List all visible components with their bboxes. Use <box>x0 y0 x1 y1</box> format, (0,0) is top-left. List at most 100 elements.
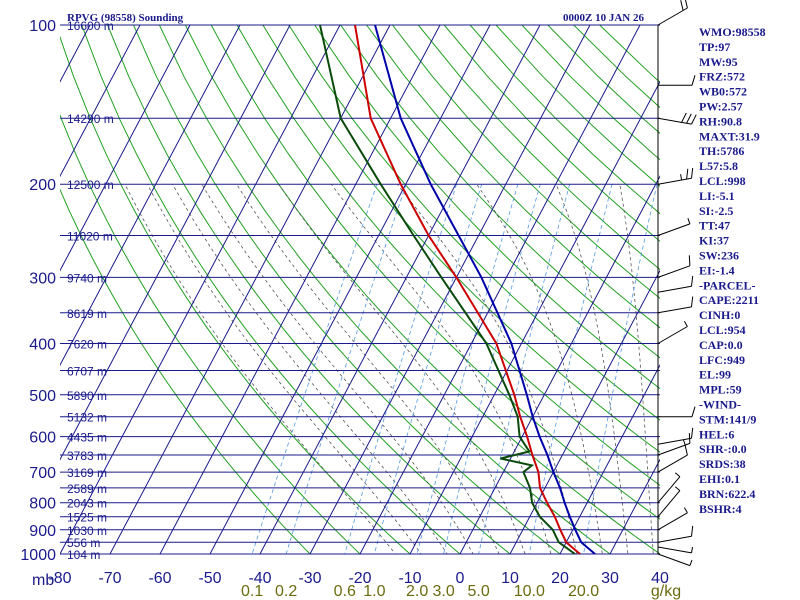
height-label: 5890 m <box>67 389 107 403</box>
index-label: TT:47 <box>699 219 730 233</box>
index-label: MW:95 <box>699 55 738 69</box>
wind-barb-feather <box>686 168 689 180</box>
isotherm-line <box>559 364 660 554</box>
moist-adiabat <box>172 184 448 554</box>
height-label: 14290 m <box>67 112 114 126</box>
wind-barb <box>657 321 688 344</box>
mixing-ratio-line <box>478 184 571 554</box>
wind-barb <box>657 472 681 504</box>
isotherm-group <box>60 25 660 554</box>
isotherm-line <box>60 25 241 367</box>
wind-barb-half-feather <box>682 439 686 446</box>
isotherm-line <box>609 458 660 554</box>
wind-barb-feather <box>691 406 696 417</box>
wind-barb-feather <box>691 167 694 179</box>
mixing-ratio-tick-label: 0.6 <box>334 583 356 600</box>
height-label: 5132 m <box>67 411 107 425</box>
mixing-ratio-line <box>344 184 457 554</box>
wind-barb-staff <box>657 223 691 236</box>
moist-adiabat <box>147 184 422 554</box>
wind-barb <box>657 275 694 293</box>
mixing-ratio-unit: g/kg <box>651 583 681 600</box>
dewpoint-profile-line <box>319 25 576 554</box>
moist-adiabat <box>396 183 578 554</box>
wind-barb-half-feather <box>683 507 688 514</box>
wind-barb-feather <box>691 114 697 125</box>
wind-barb-staff <box>657 265 691 278</box>
isotherm-line <box>109 25 391 554</box>
height-label: 6707 m <box>67 365 107 379</box>
wind-barb-staff <box>657 546 692 554</box>
index-label: WMO:98558 <box>699 25 766 39</box>
index-label: SI:-2.5 <box>699 204 733 218</box>
isotherm-line <box>509 269 660 554</box>
height-label: 9740 m <box>67 271 107 285</box>
pressure-tick-label: 100 <box>29 18 56 35</box>
dry-adiabat <box>60 188 311 554</box>
height-label: 1030 m <box>67 524 107 538</box>
index-label: LI:-5.1 <box>699 189 735 203</box>
height-label: 556 m <box>67 536 100 550</box>
wind-barb-staff <box>657 306 692 314</box>
dry-adiabat <box>60 113 361 554</box>
wind-barb <box>657 507 688 531</box>
wind-barb-staff <box>657 442 691 456</box>
wind-barb-staff <box>657 512 688 531</box>
isotherm-line <box>259 25 541 554</box>
moist-adiabat <box>236 183 500 554</box>
index-label: -PARCEL- <box>699 278 755 292</box>
wind-barb-staff <box>657 437 692 445</box>
dry-adiabat <box>184 25 660 554</box>
wind-barb-staff <box>657 490 681 518</box>
index-label: FRZ:572 <box>699 70 745 84</box>
height-label: 11020 m <box>67 230 113 244</box>
mixing-ratio-tick-label: 3.0 <box>432 583 454 600</box>
isotherm-line <box>409 80 660 554</box>
dry-adiabat <box>366 25 660 329</box>
dry-adiabat <box>573 25 660 109</box>
temperature-tick-label: -80 <box>48 570 71 587</box>
index-label: EI:-1.4 <box>699 263 735 277</box>
height-label: 12500 m <box>67 178 114 192</box>
wind-barb-staff <box>657 454 688 473</box>
valid-time: 0000Z 10 JAN 26 <box>563 12 644 24</box>
height-label: 16600 m <box>67 19 114 33</box>
wind-barb-feather <box>680 0 684 11</box>
background-lines <box>60 25 660 554</box>
mixing-ratio-line <box>285 184 407 554</box>
mixing-ratio-tick-label: 0.1 <box>241 583 263 600</box>
index-label: SRDS:38 <box>699 457 746 471</box>
wind-barb <box>657 432 691 456</box>
wind-barb-feather <box>688 255 691 266</box>
index-label: MAXT:31.9 <box>699 129 760 143</box>
index-label: LCL:998 <box>699 174 746 188</box>
moist-adiabat <box>330 183 552 554</box>
temperature-tick-label: 20 <box>551 570 569 587</box>
wind-barb-feather <box>691 296 694 307</box>
stability-indices: WMO:98558TP:97MW:95FRZ:572WB0:572PW:2.57… <box>699 25 766 516</box>
parcel-path-line <box>374 25 596 554</box>
height-label: 104 m <box>67 548 100 562</box>
wind-barb <box>657 525 694 543</box>
wind-barb-staff <box>657 476 681 504</box>
isotherm-line <box>60 25 291 461</box>
index-label: BRN:622.4 <box>699 487 755 501</box>
mixing-ratio-line <box>583 184 658 554</box>
moist-adiabat <box>201 183 474 554</box>
temperature-tick-label: -40 <box>248 570 271 587</box>
mixing-ratio-tick-label: 0.2 <box>275 583 297 600</box>
index-label: EHI:0.1 <box>699 472 740 486</box>
index-label: -WIND- <box>699 398 741 412</box>
index-label: LCL:954 <box>699 323 746 337</box>
dry-adiabat <box>236 25 660 486</box>
isotherm-line <box>159 25 441 554</box>
height-label: 8619 m <box>67 307 107 321</box>
wind-barb <box>657 427 694 445</box>
height-label: 3169 m <box>67 466 107 480</box>
temperature-tick-label: 40 <box>651 570 669 587</box>
wind-barb-staff <box>657 177 692 185</box>
index-label: RH:90.8 <box>699 114 742 128</box>
index-label: WB0:572 <box>699 85 747 99</box>
wind-barb-half-feather <box>689 559 693 566</box>
